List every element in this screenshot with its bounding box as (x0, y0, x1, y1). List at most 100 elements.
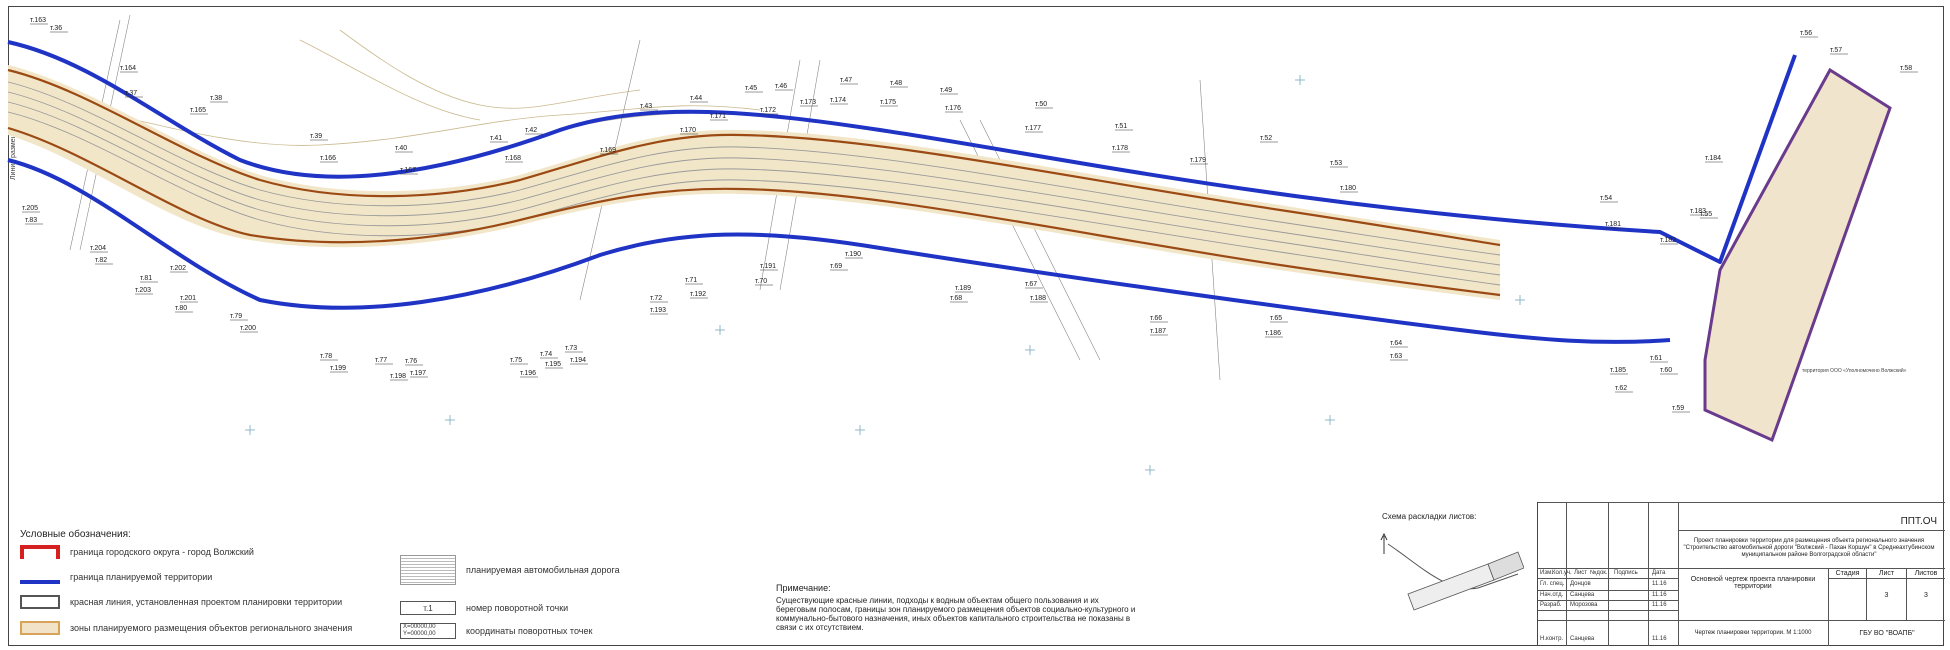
point-label: т.170 (680, 127, 696, 134)
point-label: т.63 (1390, 353, 1402, 360)
point-label: т.175 (880, 99, 896, 106)
point-label: т.56 (1800, 30, 1812, 37)
point-label: т.78 (320, 353, 332, 360)
point-label: т.191 (760, 263, 776, 270)
point-label: т.182 (1660, 237, 1676, 244)
point-label: т.53 (1330, 160, 1342, 167)
point-label: т.58 (1900, 65, 1912, 72)
point-label: т.71 (685, 277, 697, 284)
point-label: т.176 (945, 105, 961, 112)
road-lanes (7, 81, 1501, 286)
point-label: т.59 (1672, 405, 1684, 412)
grid-cross-icon (1325, 415, 1335, 425)
point-label: т.69 (830, 263, 842, 270)
point-label: т.65 (1270, 315, 1282, 322)
point-label: т.62 (1615, 385, 1627, 392)
city-border-swatch (20, 545, 60, 559)
point-label: т.190 (845, 251, 861, 258)
planning-boundary (7, 40, 1797, 344)
point-label: т.196 (520, 370, 536, 377)
grid-cross-icon (715, 325, 725, 335)
grid-cross-icon (855, 425, 865, 435)
point-label: т.204 (90, 245, 106, 252)
point-label: т.42 (525, 127, 537, 134)
point-label: т.177 (1025, 125, 1041, 132)
point-label: т.46 (775, 83, 787, 90)
cross-markers (245, 75, 1525, 475)
sheet-number: 3 (1884, 592, 1889, 599)
point-label: т.205 (22, 205, 38, 212)
grid-cross-icon (1025, 345, 1035, 355)
point-label: т.45 (745, 85, 757, 92)
point-label: т.174 (830, 97, 846, 104)
point-label: т.166 (320, 155, 336, 162)
point-label: т.167 (400, 167, 416, 174)
territory-polygon (1703, 67, 1892, 443)
point-label: т.47 (840, 77, 852, 84)
point-label: т.202 (170, 265, 186, 272)
point-label: т.180 (1340, 185, 1356, 192)
point-label: т.184 (1705, 155, 1721, 162)
legend-title: Условные обозначения: (20, 529, 131, 540)
point-label: т.81 (140, 275, 152, 282)
zone-swatch (20, 621, 60, 635)
title-block: ППТ.ОЧ Проект планировки территории для … (1537, 502, 1945, 646)
legend-item-red-line: красная линия, установленная проектом пл… (20, 595, 342, 609)
coordinates-swatch: X=00000,00 Y=00000,00 (400, 623, 456, 639)
territory-label: территория ООО «Уполномочено Волжский» (1802, 367, 1907, 374)
point-label: т.188 (1030, 295, 1046, 302)
legend-item-coordinates: X=00000,00 Y=00000,00 координаты поворот… (400, 623, 592, 639)
point-label: т.200 (240, 325, 256, 332)
point-label: т.198 (390, 373, 406, 380)
grid-cross-icon (1145, 465, 1155, 475)
point-label: т.80 (175, 305, 187, 312)
point-label: т.37 (125, 90, 137, 97)
point-label: т.49 (940, 87, 952, 94)
point-label: т.169 (600, 147, 616, 154)
note: Примечание: Существующие красные линии, … (776, 583, 1136, 633)
point-label: т.74 (540, 351, 552, 358)
grid-cross-icon (1295, 75, 1305, 85)
red-lines (7, 68, 1501, 297)
point-label: т.70 (755, 278, 767, 285)
point-label: т.77 (375, 357, 387, 364)
point-label: т.60 (1660, 367, 1672, 374)
point-label: т.68 (950, 295, 962, 302)
point-label: т.164 (120, 65, 136, 72)
point-label: т.51 (1115, 123, 1127, 130)
point-label: т.171 (710, 113, 726, 120)
point-label: т.57 (1830, 47, 1842, 54)
point-label: т.40 (395, 145, 407, 152)
road-swatch (400, 555, 456, 585)
planning-map: т.163 т.36 т.164 т.37 т.38 т.165 т.39 т.166 т.40… (7, 14, 1918, 475)
point-label: т.168 (505, 155, 521, 162)
point-label: т.41 (490, 135, 502, 142)
point-label: т.185 (1610, 367, 1626, 374)
point-label: т.75 (510, 357, 522, 364)
keymap-title: Схема раскладки листов: (1382, 512, 1477, 521)
point-label: т.73 (565, 345, 577, 352)
scale-note: Чертеж планировки территории. М 1:1000 (1694, 630, 1812, 636)
point-labels: т.163 т.36 т.164 т.37 т.38 т.165 т.39 т.166 т.40… (22, 17, 1918, 413)
point-label: т.66 (1150, 315, 1162, 322)
point-label: т.165 (190, 107, 206, 114)
point-label: т.39 (310, 133, 322, 140)
grid-cross-icon (245, 425, 255, 435)
point-label: т.201 (180, 295, 196, 302)
note-title: Примечание: (776, 583, 831, 593)
grid-cross-icon (1515, 295, 1525, 305)
point-label: т.172 (760, 107, 776, 114)
point-label: т.52 (1260, 135, 1272, 142)
legend-item-zone: зоны планируемого размещения объектов ре… (20, 621, 352, 635)
point-label: т.193 (650, 307, 666, 314)
point-label: т.38 (210, 95, 222, 102)
point-label: т.43 (640, 103, 652, 110)
point-label: т.189 (955, 285, 971, 292)
point-label: т.83 (25, 217, 37, 224)
point-label: т.186 (1265, 330, 1281, 337)
point-label: т.64 (1390, 340, 1402, 347)
red-line-swatch (20, 595, 60, 609)
point-label: т.61 (1650, 355, 1662, 362)
blue-line-swatch (20, 570, 60, 584)
